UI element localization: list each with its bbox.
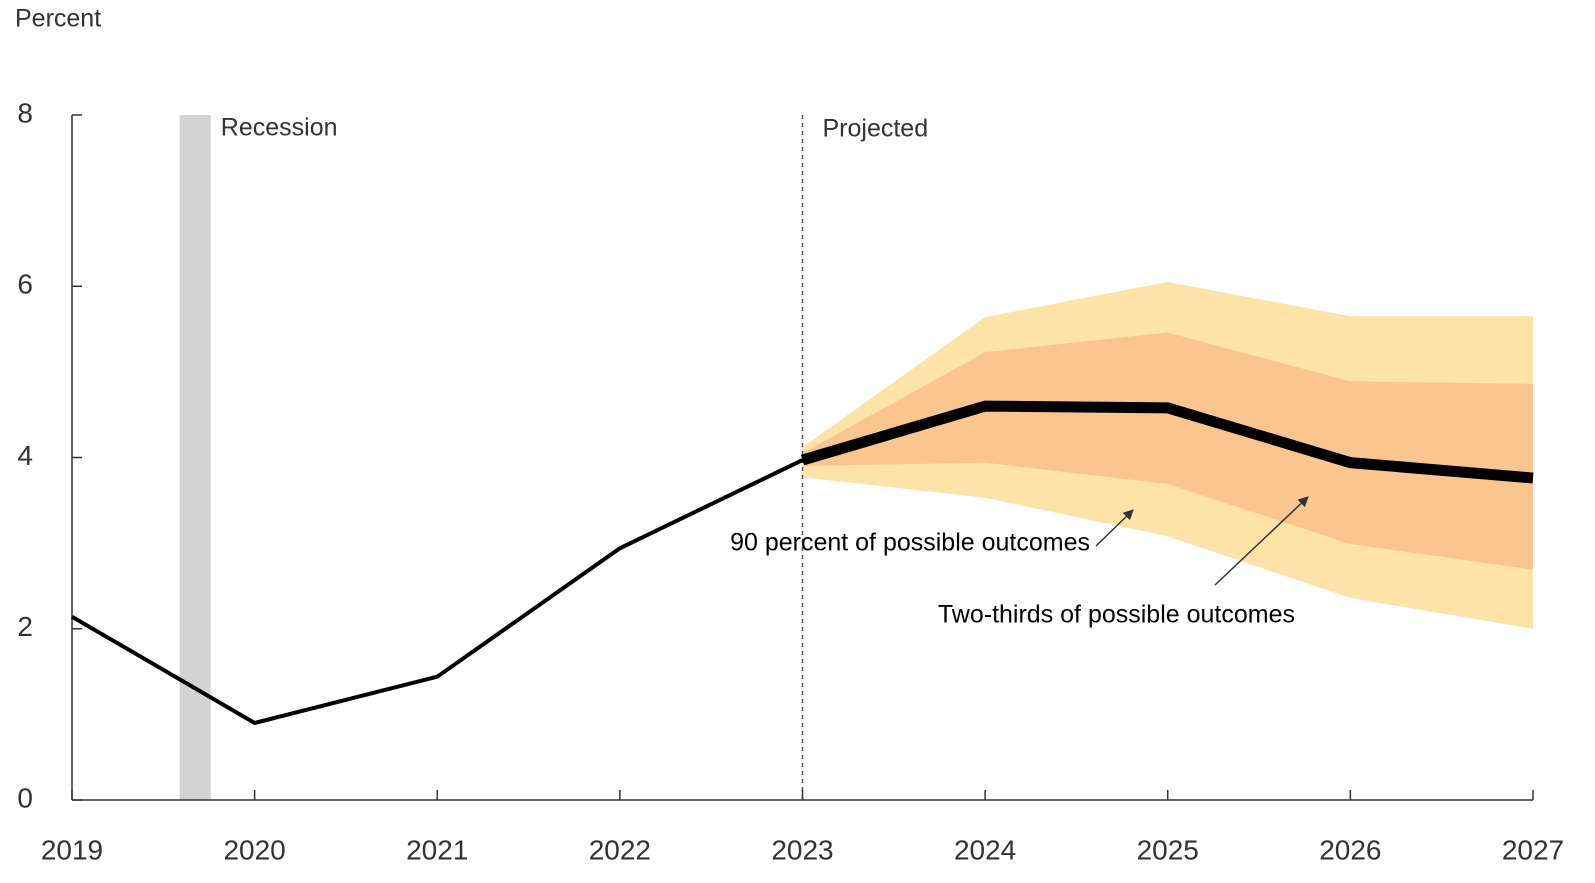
recession-shade [179, 115, 211, 800]
uncertainty-band [802, 332, 1533, 570]
x-tick-label: 2021 [406, 834, 468, 865]
y-axis-title: Percent [15, 5, 101, 33]
annotation-arrow [1214, 496, 1309, 586]
x-tick-label: 2020 [223, 834, 285, 865]
y-tick-label: 8 [17, 97, 33, 128]
y-tick-label: 4 [17, 440, 33, 471]
y-tick-label: 6 [17, 269, 33, 300]
projection-label: Projected [823, 115, 929, 143]
x-tick-label: 2025 [1137, 834, 1199, 865]
y-tick-label: 0 [17, 782, 33, 813]
band-annotation: 90 percent of possible outcomes [730, 529, 1090, 557]
data-line [70, 458, 804, 726]
x-tick-label: 2022 [589, 834, 651, 865]
x-tick-label: 2026 [1319, 834, 1381, 865]
band-annotation: Two-thirds of possible outcomes [938, 601, 1295, 629]
recession-label: Recession [221, 114, 338, 142]
x-tick-label: 2019 [41, 834, 103, 865]
y-tick-label: 2 [17, 611, 33, 642]
data-line [800, 400, 1534, 484]
x-tick-label: 2027 [1502, 834, 1564, 865]
x-tick-label: 2024 [954, 834, 1016, 865]
x-tick-label: 2023 [771, 834, 833, 865]
annotation-arrow [1095, 509, 1134, 547]
